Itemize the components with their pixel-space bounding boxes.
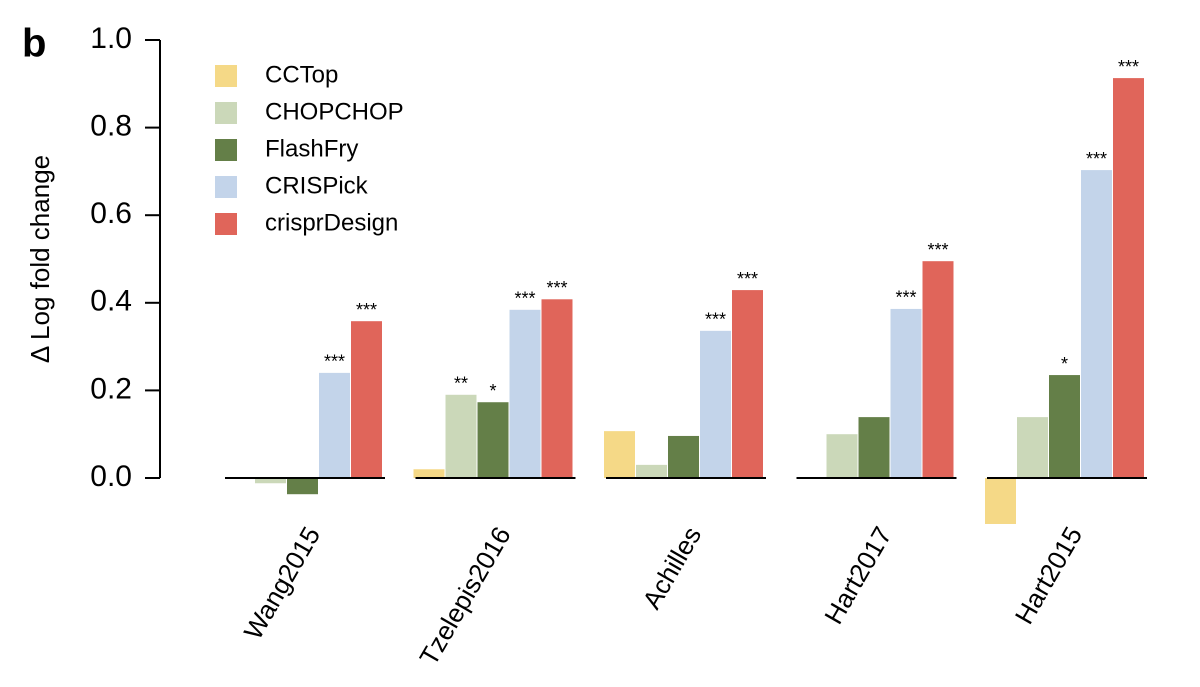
x-tick-label: Tzelepis2016 bbox=[413, 521, 516, 670]
bar bbox=[604, 431, 635, 478]
x-tick-label: Hart2015 bbox=[1009, 521, 1088, 629]
significance-label: ** bbox=[454, 374, 468, 394]
legend-swatch bbox=[215, 213, 237, 235]
bar bbox=[477, 402, 509, 478]
y-tick-label: 0.8 bbox=[90, 110, 132, 143]
significance-label: *** bbox=[895, 288, 916, 308]
bar bbox=[541, 299, 573, 478]
bar bbox=[700, 330, 731, 478]
bar bbox=[890, 308, 922, 478]
legend-label: CCTop bbox=[265, 61, 338, 88]
bar bbox=[351, 321, 382, 478]
bar bbox=[509, 309, 541, 478]
bar bbox=[826, 434, 858, 478]
bar bbox=[319, 372, 350, 478]
y-tick-label: 0.4 bbox=[90, 285, 132, 318]
y-tick-label: 0.2 bbox=[90, 372, 132, 405]
bar bbox=[1113, 78, 1144, 478]
bar bbox=[413, 469, 445, 478]
significance-label: *** bbox=[514, 289, 535, 309]
bar bbox=[1081, 170, 1112, 478]
significance-label: * bbox=[489, 381, 496, 401]
legend-label: crisprDesign bbox=[265, 209, 398, 236]
x-tick-label: Achilles bbox=[636, 521, 707, 614]
bar bbox=[1049, 375, 1080, 478]
legend-swatch bbox=[215, 102, 237, 124]
significance-label: * bbox=[1061, 354, 1068, 374]
significance-label: *** bbox=[737, 269, 758, 289]
legend-label: CHOPCHOP bbox=[265, 98, 404, 125]
x-tick-label: Hart2017 bbox=[818, 521, 897, 629]
bar bbox=[287, 478, 318, 495]
panel-label: b bbox=[22, 22, 46, 66]
bar bbox=[858, 417, 890, 478]
y-axis-label: Δ Log fold change bbox=[25, 155, 55, 363]
bar bbox=[985, 478, 1016, 524]
significance-label: *** bbox=[1118, 57, 1139, 77]
legend-swatch bbox=[215, 65, 237, 87]
significance-label: *** bbox=[324, 352, 345, 372]
significance-label: *** bbox=[1086, 149, 1107, 169]
y-tick-label: 1.0 bbox=[90, 22, 132, 55]
bar bbox=[1017, 417, 1048, 478]
bar bbox=[668, 435, 699, 478]
bar bbox=[445, 394, 477, 478]
legend-label: FlashFry bbox=[265, 135, 358, 162]
y-tick-label: 0.6 bbox=[90, 197, 132, 230]
legend-swatch bbox=[215, 139, 237, 161]
significance-label: *** bbox=[356, 300, 377, 320]
bar bbox=[732, 290, 763, 478]
significance-label: *** bbox=[927, 240, 948, 260]
bar bbox=[922, 261, 954, 478]
bar bbox=[636, 464, 667, 478]
significance-label: *** bbox=[546, 278, 567, 298]
legend-swatch bbox=[215, 176, 237, 198]
y-tick-label: 0.0 bbox=[90, 460, 132, 493]
legend-label: CRISPick bbox=[265, 172, 369, 199]
significance-label: *** bbox=[705, 310, 726, 330]
x-tick-label: Wang2015 bbox=[238, 521, 326, 644]
bar bbox=[255, 478, 286, 484]
